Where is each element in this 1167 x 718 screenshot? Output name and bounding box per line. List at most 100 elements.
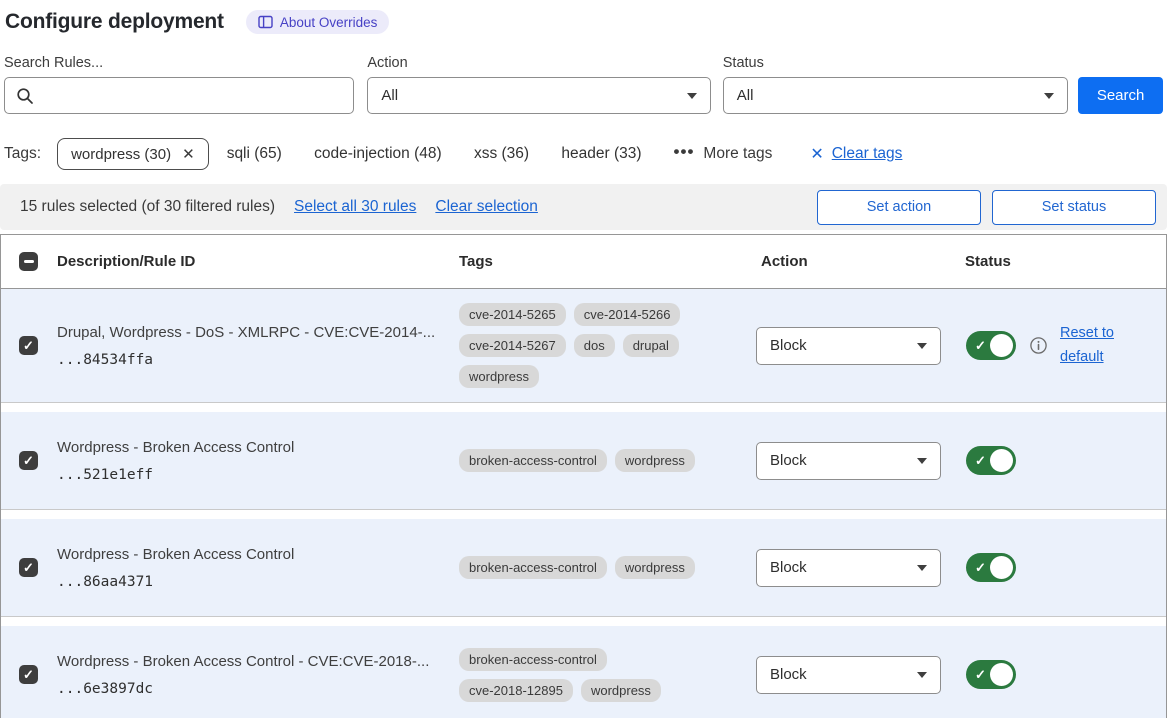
tag-options: sqli (65) code-injection (48) xss (36) h…	[227, 145, 670, 163]
status-toggle[interactable]: ✓	[966, 660, 1016, 689]
rule-description: Drupal, Wordpress - DoS - XMLRPC - CVE:C…	[57, 323, 436, 341]
search-icon	[17, 87, 33, 104]
clear-tags-label: Clear tags	[831, 145, 903, 162]
toggle-knob	[990, 663, 1013, 686]
select-all-link[interactable]: Select all 30 rules	[294, 198, 417, 215]
tag-filter-option[interactable]: xss (36)	[473, 145, 530, 162]
column-action: Action	[761, 253, 808, 270]
action-dropdown[interactable]: Block	[756, 441, 941, 480]
check-icon: ✓	[23, 453, 34, 468]
clear-icon: ✕	[810, 146, 824, 163]
rule-id: ...6e3897dc	[57, 680, 154, 697]
set-action-button[interactable]: Set action	[817, 189, 981, 225]
indeterminate-icon	[23, 260, 34, 263]
tag-chip: wordpress	[614, 556, 695, 579]
action-filter-group: Action All	[367, 55, 711, 114]
column-description-rule-id: Description/Rule ID	[57, 253, 196, 270]
status-filter-group: Status All	[722, 55, 1069, 114]
status-toggle[interactable]: ✓	[966, 553, 1016, 582]
toggle-check-icon: ✓	[975, 338, 986, 353]
tags-bar: Tags: wordpress (30) ✕ sqli (65) code-in…	[0, 138, 1167, 170]
selected-tag-label: wordpress (30)	[71, 145, 172, 163]
status-filter-select[interactable]: All	[722, 77, 1069, 114]
action-filter-select[interactable]: All	[367, 77, 711, 114]
toggle-knob	[990, 449, 1013, 472]
tag-chip: broken-access-control	[459, 556, 607, 579]
search-input-container	[4, 77, 355, 114]
search-button[interactable]: Search	[1078, 77, 1163, 114]
page-title: Configure deployment	[5, 10, 224, 33]
more-tags-label: More tags	[703, 145, 773, 162]
rule-description: Wordpress - Broken Access Control	[57, 438, 295, 456]
chevron-down-icon	[917, 342, 927, 349]
toggle-check-icon: ✓	[975, 560, 986, 575]
action-dropdown[interactable]: Block	[756, 548, 941, 587]
column-status: Status	[965, 253, 1011, 270]
tag-filter-option[interactable]: sqli (65)	[226, 145, 282, 162]
reset-to-default-link[interactable]: Reset to default	[1060, 325, 1114, 365]
tag-chip: dos	[573, 334, 615, 357]
ellipsis-icon: •••	[673, 141, 695, 161]
check-icon: ✓	[23, 667, 34, 682]
rule-tags: broken-access-control wordpress	[456, 449, 753, 472]
action-filter-value: All	[381, 87, 399, 104]
action-filter-label: Action	[367, 55, 408, 71]
status-filter-label: Status	[722, 55, 764, 71]
tag-chip: wordpress	[459, 365, 539, 388]
chevron-down-icon	[1044, 92, 1055, 99]
selection-summary: 15 rules selected (of 30 filtered rules)	[20, 198, 276, 215]
check-icon: ✓	[23, 338, 34, 353]
check-icon: ✓	[23, 560, 34, 575]
tag-chip: wordpress	[614, 449, 695, 472]
tag-chip: wordpress	[580, 678, 661, 702]
remove-tag-icon[interactable]: ✕	[182, 146, 195, 163]
status-toggle[interactable]: ✓	[966, 331, 1016, 360]
search-rules-label: Search Rules...	[4, 55, 104, 71]
search-rules-group: Search Rules...	[4, 55, 355, 114]
about-overrides-label: About Overrides	[279, 14, 378, 30]
table-row: ✓ Wordpress - Broken Access Control ...5…	[1, 412, 1166, 510]
book-icon	[258, 15, 273, 29]
rule-tags: broken-access-control wordpress	[456, 556, 753, 579]
rule-tags: broken-access-control cve-2018-12895 wordp…	[456, 647, 753, 702]
clear-tags-button[interactable]: ✕ Clear tags	[810, 144, 902, 164]
rule-id: ...86aa4371	[57, 573, 154, 590]
row-checkbox[interactable]: ✓	[19, 451, 38, 470]
tags-label: Tags:	[4, 145, 42, 162]
rule-id: ...84534ffa	[57, 351, 154, 368]
tag-filter-option[interactable]: code-injection (48)	[314, 145, 442, 162]
filter-bar: Search Rules... Action All Status All	[0, 55, 1167, 114]
table-row: ✓ Drupal, Wordpress - DoS - XMLRPC - CVE…	[1, 289, 1166, 403]
table-body: ✓ Drupal, Wordpress - DoS - XMLRPC - CVE…	[1, 289, 1166, 718]
status-filter-value: All	[736, 87, 754, 104]
action-dropdown[interactable]: Block	[756, 655, 941, 694]
table-row: ✓ Wordpress - Broken Access Control ...8…	[1, 519, 1166, 617]
tag-chip: cve-2018-12895	[459, 678, 573, 702]
row-checkbox[interactable]: ✓	[19, 558, 38, 577]
rule-id: ...521e1eff	[57, 466, 154, 483]
select-all-checkbox[interactable]	[19, 252, 38, 271]
action-dropdown[interactable]: Block	[756, 326, 941, 365]
row-checkbox[interactable]: ✓	[19, 336, 38, 355]
column-tags: Tags	[459, 253, 493, 270]
table-header-row: Description/Rule ID Tags Action Status	[1, 235, 1166, 289]
tag-chip: broken-access-control	[459, 449, 607, 472]
status-toggle[interactable]: ✓	[966, 446, 1016, 475]
table-row: ✓ Wordpress - Broken Access Control - CV…	[1, 626, 1166, 718]
more-tags-button[interactable]: ••• More tags	[673, 141, 773, 163]
set-status-button[interactable]: Set status	[992, 189, 1156, 225]
row-checkbox[interactable]: ✓	[19, 665, 38, 684]
tag-chip: cve-2014-5266	[573, 303, 681, 326]
tag-filter-option[interactable]: header (33)	[561, 145, 642, 162]
tag-chip: cve-2014-5265	[459, 303, 566, 326]
rule-description: Wordpress - Broken Access Control - CVE:…	[57, 652, 430, 670]
tag-chip: drupal	[622, 334, 679, 357]
action-dropdown-value: Block	[770, 666, 807, 683]
rules-table: Description/Rule ID Tags Action Status ✓…	[0, 234, 1167, 718]
clear-selection-link[interactable]: Clear selection	[435, 198, 538, 215]
action-dropdown-value: Block	[770, 559, 807, 576]
search-rules-input[interactable]	[34, 78, 354, 113]
selected-tag-chip[interactable]: wordpress (30) ✕	[57, 138, 209, 170]
toggle-knob	[990, 556, 1013, 579]
about-overrides-badge[interactable]: About Overrides	[245, 10, 390, 34]
